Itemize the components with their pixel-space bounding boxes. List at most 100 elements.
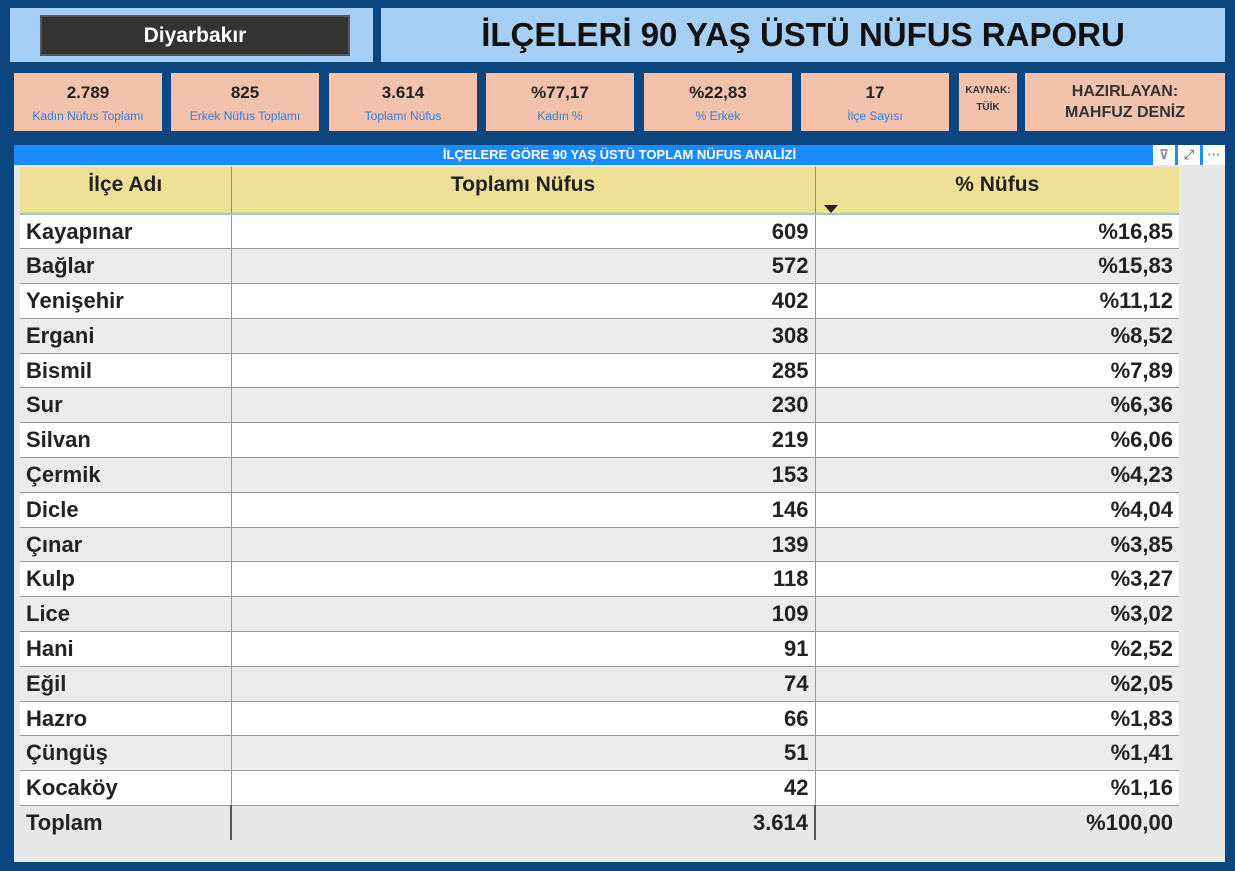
kpi-value: %22,83 [689, 83, 747, 102]
author-name: MAHFUZ DENİZ [1065, 104, 1185, 121]
kpi-card-female-total: 2.789 Kadın Nüfus Toplamı [14, 73, 162, 131]
kpi-label: İlçe Sayısı [847, 109, 903, 123]
kpi-card-male-total: 825 Erkek Nüfus Toplamı [171, 73, 319, 131]
column-header-district[interactable]: İlçe Adı [20, 167, 231, 215]
table-row[interactable]: Lice 109 %3,02 [20, 596, 1179, 633]
filter-icon[interactable]: ⊽ [1153, 145, 1175, 165]
kpi-card-male-percent: %22,83 % Erkek [644, 73, 792, 131]
table-row[interactable]: Çınar 139 %3,85 [20, 527, 1179, 563]
kpi-card-district-count: 17 İlçe Sayısı [801, 73, 949, 131]
kpi-value: 825 [230, 83, 260, 102]
table-row[interactable]: Bismil 285 %7,89 [20, 353, 1179, 389]
district-cell: Lice [20, 596, 231, 633]
percent-cell: %16,85 [814, 214, 1179, 250]
percent-cell: %6,36 [814, 387, 1179, 424]
percent-cell: %1,83 [814, 701, 1179, 737]
city-filter-panel: Diyarbakır [10, 8, 373, 62]
population-cell: 402 [230, 283, 815, 319]
kpi-value: %77,17 [531, 83, 589, 102]
table-row[interactable]: Dicle 146 %4,04 [20, 492, 1179, 528]
table-row[interactable]: Hazro 66 %1,83 [20, 701, 1179, 737]
focus-mode-icon[interactable]: ⤢ [1178, 145, 1200, 165]
percent-cell: %3,27 [814, 561, 1179, 598]
total-cell: %100,00 [814, 805, 1179, 841]
table-row[interactable]: Çüngüş 51 %1,41 [20, 735, 1179, 772]
table-row[interactable]: Çermik 153 %4,23 [20, 457, 1179, 493]
population-cell: 609 [230, 214, 815, 250]
population-cell: 308 [230, 318, 815, 354]
population-cell: 109 [230, 596, 815, 633]
district-table: İlçe Adı Toplamı Nüfus % Nüfus Kayapınar… [20, 167, 1179, 841]
population-cell: 91 [230, 631, 815, 667]
percent-cell: %15,83 [814, 248, 1179, 285]
population-cell: 219 [230, 422, 815, 459]
population-cell: 118 [230, 561, 815, 598]
city-slicer-button[interactable]: Diyarbakır [40, 15, 350, 56]
percent-cell: %8,52 [814, 318, 1179, 354]
kpi-card-total-population: 3.614 Toplamı Nüfus [329, 73, 477, 131]
district-cell: Dicle [20, 492, 231, 528]
percent-cell: %6,06 [814, 422, 1179, 459]
kpi-label: Erkek Nüfus Toplamı [189, 109, 301, 123]
total-cell: 3.614 [230, 805, 815, 841]
district-cell: Çüngüş [20, 735, 231, 772]
table-row[interactable]: Hani 91 %2,52 [20, 631, 1179, 667]
source-value: TÜİK [976, 102, 1000, 113]
percent-cell: %2,05 [814, 666, 1179, 702]
district-cell: Kayapınar [20, 214, 231, 250]
district-cell: Hani [20, 631, 231, 667]
district-cell: Bağlar [20, 248, 231, 285]
table-row[interactable]: Eğil 74 %2,05 [20, 666, 1179, 702]
kpi-label: Toplamı Nüfus [364, 109, 442, 123]
kpi-label: Kadın % [537, 109, 583, 123]
table-row[interactable]: Yenişehir 402 %11,12 [20, 283, 1179, 319]
table-row[interactable]: Sur 230 %6,36 [20, 387, 1179, 424]
more-options-icon[interactable]: ··· [1203, 145, 1225, 165]
district-cell: Sur [20, 387, 231, 424]
population-cell: 146 [230, 492, 815, 528]
district-cell: Bismil [20, 353, 231, 389]
population-cell: 66 [230, 701, 815, 737]
district-cell: Çermik [20, 457, 231, 493]
population-cell: 285 [230, 353, 815, 389]
population-cell: 230 [230, 387, 815, 424]
kpi-label: % Erkek [695, 109, 741, 123]
table-row[interactable]: Kulp 118 %3,27 [20, 561, 1179, 598]
page-title: İLÇELERİ 90 YAŞ ÜSTÜ NÜFUS RAPORU [381, 8, 1225, 62]
percent-cell: %4,23 [814, 457, 1179, 493]
district-cell: Kulp [20, 561, 231, 598]
table-row[interactable]: Bağlar 572 %15,83 [20, 248, 1179, 285]
table-row[interactable]: Silvan 219 %6,06 [20, 422, 1179, 459]
column-header-percent[interactable]: % Nüfus [814, 167, 1179, 215]
kpi-card-female-percent: %77,17 Kadın % [486, 73, 634, 131]
sort-descending-icon[interactable] [824, 205, 838, 213]
population-cell: 74 [230, 666, 815, 702]
table-row[interactable]: Kocaköy 42 %1,16 [20, 770, 1179, 807]
population-cell: 51 [230, 735, 815, 772]
visual-title-text: İLÇELERE GÖRE 90 YAŞ ÜSTÜ TOPLAM NÜFUS A… [442, 147, 797, 162]
population-cell: 153 [230, 457, 815, 493]
column-header-population[interactable]: Toplamı Nüfus [230, 167, 815, 215]
population-cell: 139 [230, 527, 815, 563]
author-label: HAZIRLAYAN: [1071, 83, 1179, 100]
district-cell: Silvan [20, 422, 231, 459]
population-cell: 42 [230, 770, 815, 807]
population-cell: 572 [230, 248, 815, 285]
table-row[interactable]: Kayapınar 609 %16,85 [20, 214, 1179, 250]
author-card: HAZIRLAYAN: MAHFUZ DENİZ [1025, 73, 1225, 131]
percent-cell: %4,04 [814, 492, 1179, 528]
source-card: KAYNAK: TÜİK [959, 73, 1017, 131]
percent-cell: %7,89 [814, 353, 1179, 389]
percent-cell: %11,12 [814, 283, 1179, 319]
total-row: Toplam 3.614 %100,00 [20, 805, 1179, 841]
table-visual: İLÇELERE GÖRE 90 YAŞ ÜSTÜ TOPLAM NÜFUS A… [14, 145, 1225, 862]
percent-cell: %2,52 [814, 631, 1179, 667]
percent-cell: %1,16 [814, 770, 1179, 807]
kpi-value: 3.614 [381, 83, 425, 102]
source-label: KAYNAK: [965, 85, 1011, 96]
district-cell: Ergani [20, 318, 231, 354]
visual-title: İLÇELERE GÖRE 90 YAŞ ÜSTÜ TOPLAM NÜFUS A… [14, 145, 1225, 165]
table-row[interactable]: Ergani 308 %8,52 [20, 318, 1179, 354]
district-cell: Yenişehir [20, 283, 231, 319]
percent-cell: %3,85 [814, 527, 1179, 563]
